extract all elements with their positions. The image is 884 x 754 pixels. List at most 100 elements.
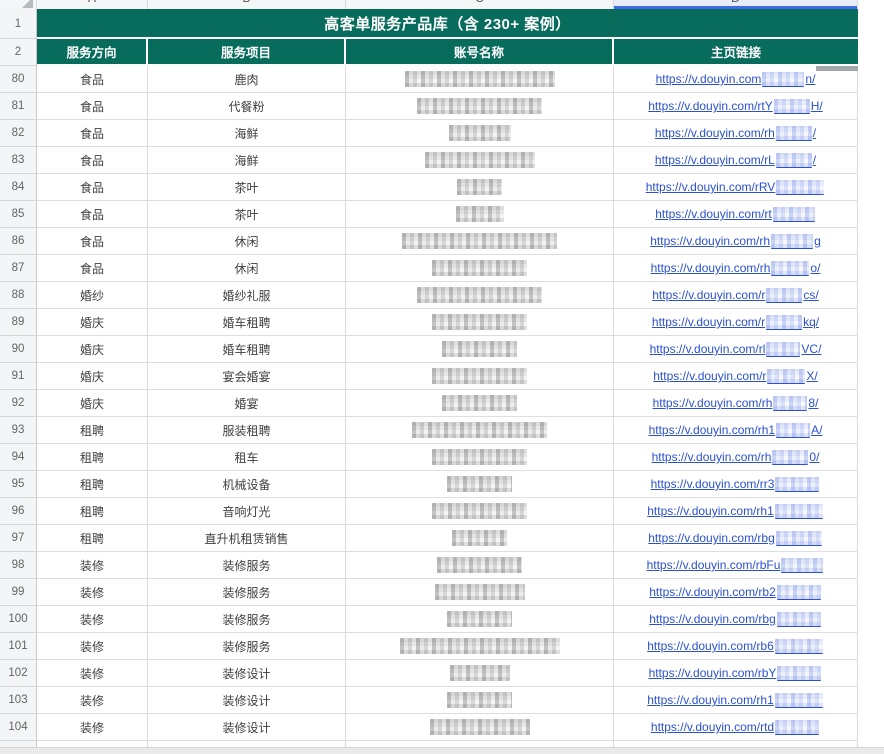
cell-service-item[interactable]: 装修设计 [148, 660, 346, 687]
cell-homepage-link[interactable]: https://v.douyin.com/rtd [614, 714, 858, 741]
cell-service-item[interactable]: 婚纱礼服 [148, 282, 346, 309]
cell-service-item[interactable]: 休闲 [148, 255, 346, 282]
cell-account-name[interactable] [346, 255, 614, 282]
cell-account-name[interactable] [346, 714, 614, 741]
cell-account-name[interactable] [346, 633, 614, 660]
row-number[interactable]: 104 [0, 714, 37, 741]
homepage-link[interactable]: https://v.douyin.com/rh o/ [651, 260, 820, 276]
cell-homepage-link[interactable]: https://v.douyin.com/rh1 A/ [614, 417, 858, 444]
cell-homepage-link[interactable]: https://v.douyin.com/rh1 [614, 498, 858, 525]
header-service-item[interactable]: 服务项目 [148, 39, 346, 64]
cell-homepage-link[interactable]: https://v.douyin.com/rbFu [614, 552, 858, 579]
row-number[interactable]: 82 [0, 120, 37, 147]
cell-service-direction[interactable]: 装修 [37, 714, 148, 741]
cell-homepage-link[interactable]: https://v.douyin.com/rL / [614, 147, 858, 174]
cell-account-name[interactable] [346, 525, 614, 552]
row-number[interactable]: 93 [0, 417, 37, 444]
row-number[interactable]: 94 [0, 444, 37, 471]
empty-cell[interactable] [37, 741, 148, 747]
row-number[interactable]: 97 [0, 525, 37, 552]
cell-homepage-link[interactable]: https://v.douyin.com/r cs/ [614, 282, 858, 309]
cell-account-name[interactable] [346, 282, 614, 309]
cell-service-item[interactable]: 服装租聘 [148, 417, 346, 444]
cell-service-item[interactable]: 装修服务 [148, 552, 346, 579]
row-number[interactable]: 95 [0, 471, 37, 498]
cell-account-name[interactable] [346, 606, 614, 633]
homepage-link[interactable]: https://v.douyin.com/rh1 A/ [649, 422, 822, 438]
homepage-link[interactable]: https://v.douyin.com/rl VC/ [650, 341, 821, 357]
cell-account-name[interactable] [346, 363, 614, 390]
row-number-partial[interactable] [0, 741, 37, 747]
row-number[interactable]: 83 [0, 147, 37, 174]
row-number[interactable]: 98 [0, 552, 37, 579]
cell-service-item[interactable]: 装修设计 [148, 687, 346, 714]
row-number[interactable]: 101 [0, 633, 37, 660]
cell-homepage-link[interactable]: https://v.douyin.com/rbY [614, 660, 858, 687]
cell-homepage-link[interactable]: https://v.douyin.com/rbg [614, 606, 858, 633]
row-number[interactable]: 100 [0, 606, 37, 633]
row-number[interactable]: 103 [0, 687, 37, 714]
homepage-link[interactable]: https://v.douyin.com/rtd [651, 719, 820, 735]
homepage-link[interactable]: https://v.douyin.com/rbFu [647, 557, 825, 573]
row-number[interactable]: 84 [0, 174, 37, 201]
cell-service-direction[interactable]: 租聘 [37, 471, 148, 498]
row-number[interactable]: 99 [0, 579, 37, 606]
homepage-link[interactable]: https://v.douyin.com n/ [656, 71, 815, 87]
cell-account-name[interactable] [346, 444, 614, 471]
cell-homepage-link[interactable]: https://v.douyin.com/rh 0/ [614, 444, 858, 471]
cell-service-direction[interactable]: 租聘 [37, 444, 148, 471]
cell-homepage-link[interactable]: https://v.douyin.com/rb2 [614, 579, 858, 606]
cell-homepage-link[interactable]: https://v.douyin.com/rr3 [614, 471, 858, 498]
cell-service-item[interactable]: 租车 [148, 444, 346, 471]
row-number[interactable]: 86 [0, 228, 37, 255]
cell-account-name[interactable] [346, 336, 614, 363]
cell-service-direction[interactable]: 婚庆 [37, 363, 148, 390]
row-number[interactable]: 102 [0, 660, 37, 687]
cell-service-direction[interactable]: 婚庆 [37, 336, 148, 363]
cell-service-direction[interactable]: 装修 [37, 633, 148, 660]
homepage-link[interactable]: https://v.douyin.com/rRV [646, 179, 826, 195]
cell-account-name[interactable] [346, 93, 614, 120]
cell-account-name[interactable] [346, 174, 614, 201]
cell-homepage-link[interactable]: https://v.douyin.com/rh / [614, 120, 858, 147]
cell-homepage-link[interactable]: https://v.douyin.com/rbg [614, 525, 858, 552]
homepage-link[interactable]: https://v.douyin.com/rh / [655, 125, 816, 141]
cell-account-name[interactable] [346, 498, 614, 525]
cell-service-item[interactable]: 直升机租赁销售 [148, 525, 346, 552]
homepage-link[interactable]: https://v.douyin.com/rbY [649, 665, 823, 681]
cell-homepage-link[interactable]: https://v.douyin.com/rtY H/ [614, 93, 858, 120]
cell-account-name[interactable] [346, 390, 614, 417]
column-header-a[interactable]: A [37, 0, 148, 9]
cell-service-direction[interactable]: 租聘 [37, 525, 148, 552]
header-service-direction[interactable]: 服务方向 [37, 39, 148, 64]
cell-account-name[interactable] [346, 309, 614, 336]
cell-service-item[interactable]: 装修服务 [148, 579, 346, 606]
cell-account-name[interactable] [346, 417, 614, 444]
empty-cell[interactable] [614, 741, 858, 747]
homepage-link[interactable]: https://v.douyin.com/r kq/ [652, 314, 819, 330]
cell-homepage-link[interactable]: https://v.douyin.com/rh 8/ [614, 390, 858, 417]
homepage-link[interactable]: https://v.douyin.com/rbg [649, 611, 822, 627]
column-header-b[interactable]: B [148, 0, 346, 9]
cell-account-name[interactable] [346, 147, 614, 174]
cell-service-direction[interactable]: 租聘 [37, 417, 148, 444]
cell-account-name[interactable] [346, 579, 614, 606]
cell-homepage-link[interactable]: https://v.douyin.com/rRV [614, 174, 858, 201]
cell-account-name[interactable] [346, 471, 614, 498]
row-number[interactable]: 96 [0, 498, 37, 525]
cell-service-direction[interactable]: 装修 [37, 606, 148, 633]
cell-service-direction[interactable]: 装修 [37, 687, 148, 714]
cell-account-name[interactable] [346, 201, 614, 228]
row-number[interactable]: 80 [0, 66, 37, 93]
row-number[interactable]: 87 [0, 255, 37, 282]
cell-service-item[interactable]: 茶叶 [148, 174, 346, 201]
cell-account-name[interactable] [346, 228, 614, 255]
cell-service-direction[interactable]: 食品 [37, 255, 148, 282]
row-number[interactable]: 92 [0, 390, 37, 417]
column-header-c[interactable]: C [346, 0, 614, 9]
cell-account-name[interactable] [346, 66, 614, 93]
row-number[interactable]: 81 [0, 93, 37, 120]
cell-account-name[interactable] [346, 120, 614, 147]
homepage-link[interactable]: https://v.douyin.com/r X/ [653, 368, 818, 384]
cell-service-direction[interactable]: 装修 [37, 579, 148, 606]
